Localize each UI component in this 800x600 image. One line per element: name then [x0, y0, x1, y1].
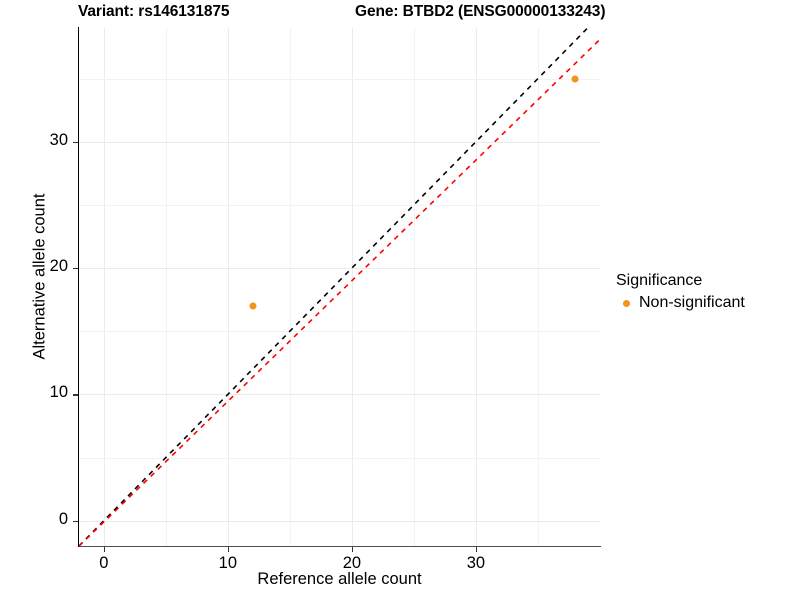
x-tick-mark	[475, 547, 478, 552]
data-point	[249, 302, 257, 310]
y-axis-line	[78, 27, 80, 547]
y-tick-label: 10	[49, 383, 68, 402]
x-tick-mark	[351, 547, 354, 552]
y-axis-title: Alternative allele count	[30, 193, 49, 360]
x-axis-line	[79, 546, 601, 548]
plot-title-variant: Variant: rs146131875	[78, 3, 230, 20]
x-tick-label: 20	[342, 554, 362, 572]
gridline-horizontal-major	[79, 268, 600, 270]
legend-dot-icon	[622, 299, 630, 307]
legend-entries: Non-significant	[616, 293, 796, 313]
x-tick-mark	[227, 547, 230, 552]
legend-entry[interactable]: Non-significant	[616, 293, 796, 313]
reference-line-identity	[79, 28, 589, 546]
gridline-vertical-major	[475, 28, 477, 546]
gridline-horizontal-major	[79, 141, 600, 143]
y-tick-mark	[73, 268, 78, 270]
y-tick-mark	[73, 520, 78, 522]
plot-title-row: Variant: rs146131875 Gene: BTBD2 (ENSG00…	[0, 0, 800, 28]
y-tick-label: 20	[49, 257, 68, 276]
reference-lines	[79, 28, 600, 546]
gridline-vertical-major	[103, 28, 105, 546]
legend: Significance Non-significant	[616, 272, 796, 313]
gridline-horizontal-minor	[79, 457, 600, 459]
gridline-vertical-major	[351, 28, 353, 546]
gridline-horizontal-minor	[79, 331, 600, 333]
legend-key-icon	[616, 293, 636, 313]
gridline-horizontal-minor	[79, 78, 600, 80]
gridline-horizontal-minor	[79, 204, 600, 206]
x-tick-label: 10	[218, 554, 238, 572]
x-tick-label: 0	[99, 554, 109, 572]
legend-entry-label: Non-significant	[639, 294, 745, 311]
x-tick-label: 30	[466, 554, 486, 572]
y-tick-label: 0	[58, 509, 68, 528]
x-axis-title: Reference allele count	[257, 570, 422, 588]
plot-title-gene: Gene: BTBD2 (ENSG00000133243)	[355, 3, 606, 20]
gridline-vertical-minor	[413, 28, 415, 546]
gridline-vertical-minor	[289, 28, 291, 546]
plot-panel	[79, 28, 600, 546]
gridline-horizontal-major	[79, 520, 600, 522]
gridline-vertical-major	[227, 28, 229, 546]
x-tick-mark	[103, 547, 105, 552]
data-point	[571, 75, 579, 83]
gridline-horizontal-major	[79, 394, 600, 396]
reference-line-fit	[79, 38, 600, 546]
gridline-vertical-minor	[537, 28, 539, 546]
gridline-vertical-minor	[165, 28, 167, 546]
legend-title: Significance	[616, 272, 703, 289]
y-tick-mark	[73, 141, 78, 143]
y-tick-label: 30	[49, 130, 68, 149]
y-tick-mark	[73, 394, 78, 396]
